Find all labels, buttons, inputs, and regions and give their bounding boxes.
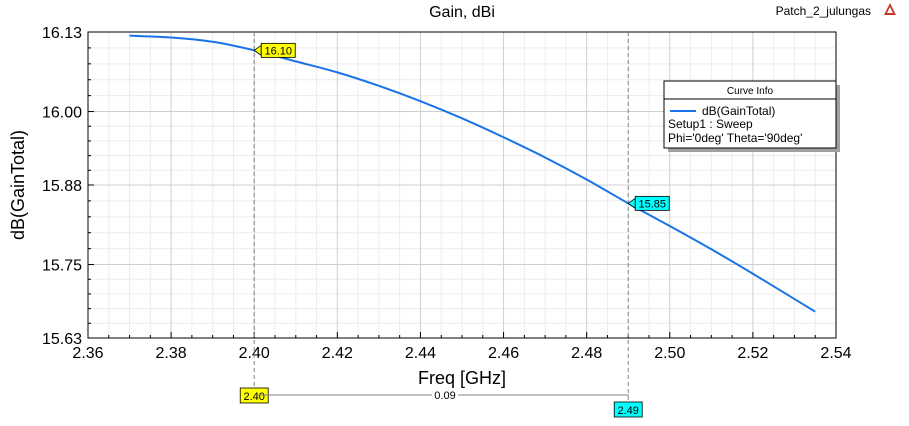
y-tick-label: 16.00 (42, 105, 82, 122)
chart-title: Gain, dBi (429, 4, 495, 21)
marker-value-label-1: 16.10 (264, 45, 292, 57)
markers: 16.10 2.40 15.85 2.49 (239, 42, 670, 418)
legend-angles: Phi='0deg' Theta='90deg' (668, 131, 802, 145)
x-tick-label: 2.46 (488, 345, 519, 362)
delta-label-bg (432, 388, 458, 402)
marker-pointer-1 (253, 44, 262, 57)
axis-ticks (87, 31, 837, 339)
legend-entry: dB(GainTotal) (702, 104, 775, 118)
marker-delta: 0.09 (257, 388, 629, 402)
legend-setup: Setup1 : Sweep (668, 117, 753, 131)
ansys-logo-icon (884, 3, 896, 15)
x-tick-label: 2.42 (322, 345, 353, 362)
marker-x-label-2: 2.49 (618, 405, 639, 417)
marker-x-box-2 (613, 401, 643, 418)
x-tick-label: 2.36 (72, 345, 103, 362)
marker-value-box-2 (634, 195, 670, 211)
x-tick-label: 2.48 (571, 345, 602, 362)
x-tick-label: 2.50 (654, 345, 685, 362)
delta-label: 0.09 (434, 390, 455, 402)
legend-box (663, 80, 837, 149)
project-name: Patch_2_julungas (775, 4, 871, 18)
y-tick-labels: 15.63 15.75 15.88 16.00 16.13 (42, 25, 82, 348)
x-tick-label: 2.52 (737, 345, 768, 362)
x-tick-label: 2.44 (405, 345, 436, 362)
x-axis-label: Freq [GHz] (418, 368, 506, 388)
y-tick-label: 16.13 (42, 25, 82, 42)
curve-info-legend: Curve Info dB(GainTotal) Setup1 : Sweep … (663, 80, 840, 152)
y-tick-label: 15.63 (42, 331, 82, 348)
x-tick-labels: 2.36 2.38 2.40 2.42 2.44 2.46 2.48 2.50 2.52 2.54 (72, 345, 851, 362)
marker-value-label-2: 15.85 (638, 198, 666, 210)
marker-pointer-2 (627, 197, 636, 210)
marker-x-label-1: 2.40 (244, 391, 265, 403)
y-tick-label: 15.88 (42, 178, 82, 195)
gain-total-line (129, 34, 816, 313)
y-axis-label: dB(GainTotal) (8, 130, 28, 240)
x-tick-label: 2.38 (156, 345, 187, 362)
y-tick-label: 15.75 (42, 258, 82, 275)
x-tick-label: 2.54 (820, 345, 851, 362)
legend-title: Curve Info (727, 86, 774, 97)
marker-lines (253, 32, 629, 402)
x-tick-label: 2.40 (239, 345, 270, 362)
marker-value-box-1 (260, 42, 296, 58)
